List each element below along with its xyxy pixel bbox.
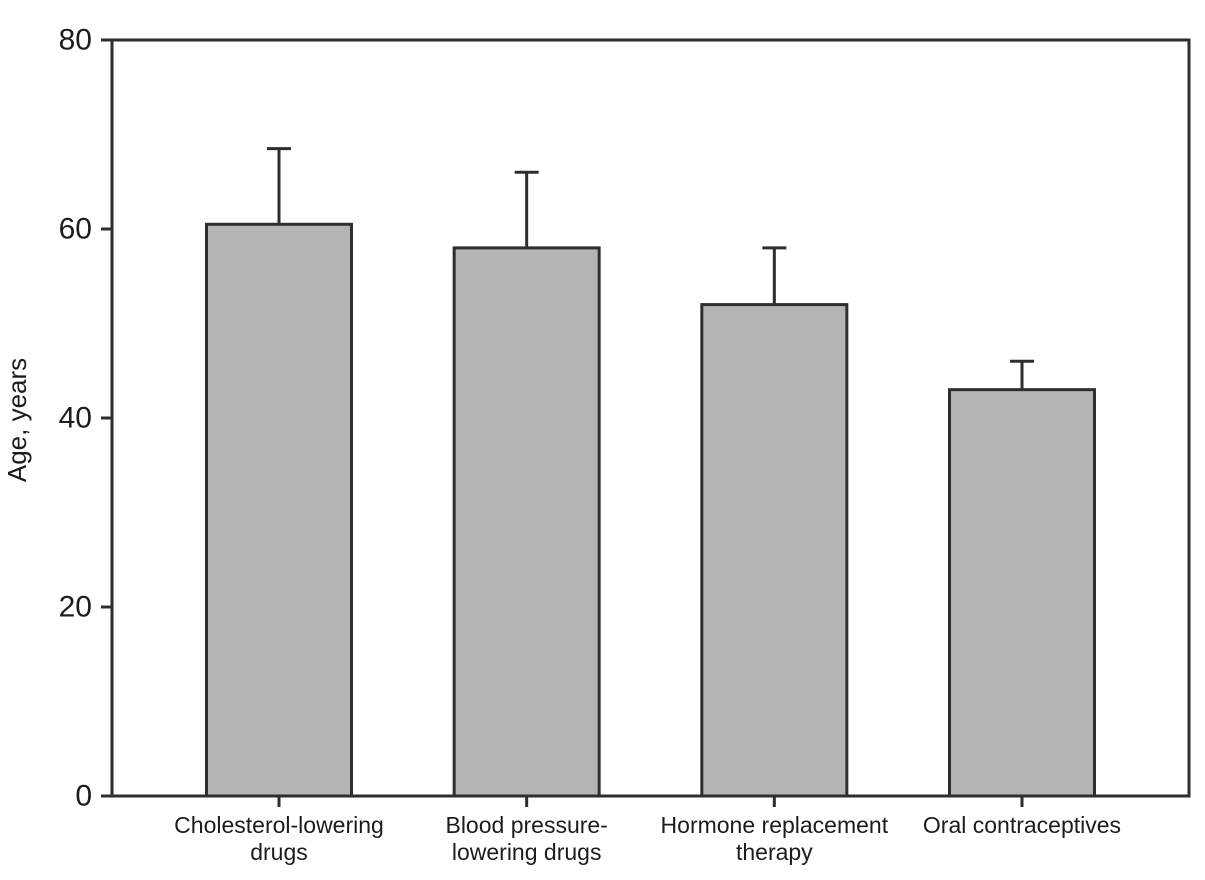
y-axis-group: 0 20 40 60 80 (59, 24, 112, 813)
x-tick-label: Hormone replacement therapy (661, 812, 889, 865)
bar (948, 388, 1096, 798)
y-axis-title: Age, years (2, 358, 32, 482)
x-tick-label: Oral contraceptives (923, 812, 1121, 838)
y-tick-label: 20 (59, 591, 92, 624)
bar (452, 246, 601, 798)
y-tick-label: 60 (59, 213, 92, 246)
bar (700, 303, 849, 798)
y-tick-label: 80 (59, 24, 92, 57)
bars-group (205, 222, 1096, 798)
y-tick-label: 40 (59, 402, 92, 435)
x-tick-label: Cholesterol-lowering drugs (174, 812, 384, 865)
y-tick-label: 0 (75, 780, 92, 813)
x-axis-group: Cholesterol-lowering drugs Blood pressure-… (174, 796, 1121, 865)
bar (205, 222, 353, 798)
x-tick-label: Blood pressure-lowering drugs (445, 812, 607, 865)
error-bars-group (267, 147, 1034, 390)
